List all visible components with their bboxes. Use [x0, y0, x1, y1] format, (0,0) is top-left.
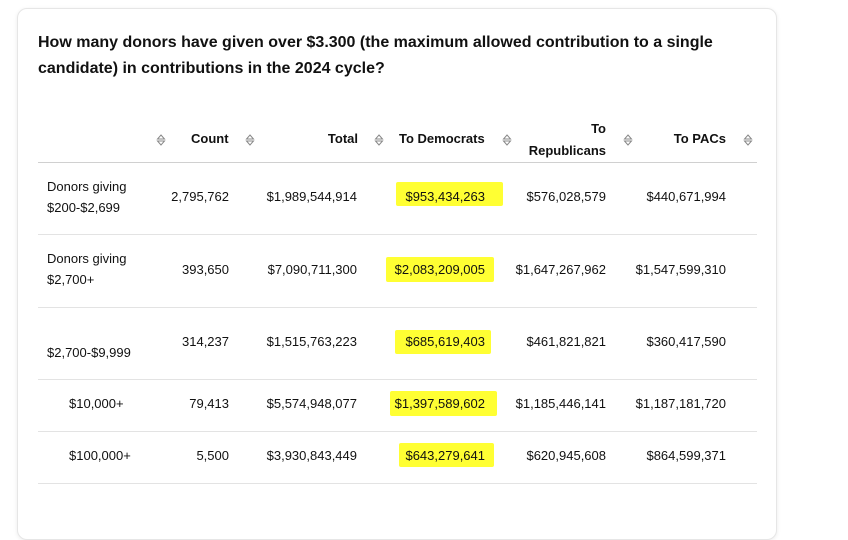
row-divider [38, 307, 757, 308]
column-header-republicans-line1[interactable]: To [591, 121, 606, 136]
cell-count: 79,413 [189, 396, 229, 411]
cell-total: $3,930,843,449 [266, 448, 357, 463]
header-divider [38, 162, 757, 163]
sort-icon-total[interactable] [374, 134, 384, 146]
cell-democrats: $953,434,263 [405, 189, 485, 204]
highlight-mark [390, 391, 497, 416]
row-label-line2: $2,700+ [47, 272, 95, 287]
highlight-mark [399, 443, 494, 467]
highlight-mark [396, 182, 503, 206]
column-header-count[interactable]: Count [191, 131, 229, 146]
cell-total: $1,515,763,223 [266, 334, 357, 349]
column-header-democrats[interactable]: To Democrats [399, 131, 485, 146]
cell-republicans: $620,945,608 [526, 448, 606, 463]
cell-democrats: $2,083,209,005 [394, 262, 485, 277]
row-label-line2: $10,000+ [69, 396, 124, 411]
cell-republicans: $1,647,267,962 [515, 262, 606, 277]
row-label-line2: $2,700-$9,999 [47, 345, 131, 360]
row-label-line2: $200-$2,699 [47, 200, 121, 215]
cell-pacs: $1,187,181,720 [635, 396, 726, 411]
cell-total: $7,090,711,300 [267, 262, 357, 277]
highlight-mark [395, 330, 491, 354]
cell-total: $1,989,544,914 [266, 189, 357, 204]
sort-icon-pacs[interactable] [743, 134, 753, 146]
sort-icon-label-column[interactable] [156, 134, 166, 146]
sort-icon-republicans[interactable] [623, 134, 633, 146]
cell-pacs: $440,671,994 [646, 189, 726, 204]
question-heading: How many donors have given over $3.300 (… [38, 34, 713, 77]
column-header-republicans-line2[interactable]: Republicans [528, 143, 606, 158]
cell-count: 5,500 [196, 448, 229, 463]
cell-democrats: $1,397,589,602 [394, 396, 485, 411]
cell-pacs: $1,547,599,310 [635, 262, 726, 277]
sort-icon-democrats[interactable] [502, 134, 512, 146]
column-header-pacs[interactable]: To PACs [673, 131, 726, 146]
cell-republicans: $1,185,446,141 [515, 396, 606, 411]
cell-republicans: $461,821,821 [526, 334, 606, 349]
row-label-line1: Donors giving [47, 179, 127, 194]
cell-democrats: $685,619,403 [405, 334, 485, 349]
cell-pacs: $360,417,590 [646, 334, 726, 349]
highlight-mark [386, 257, 494, 282]
row-divider [38, 483, 757, 484]
cell-republicans: $576,028,579 [526, 189, 606, 204]
cell-count: 2,795,762 [171, 189, 229, 204]
sort-icon-count[interactable] [245, 134, 255, 146]
cell-count: 393,650 [182, 262, 229, 277]
row-divider [38, 379, 757, 380]
row-divider [38, 431, 757, 432]
column-header-total[interactable]: Total [327, 131, 358, 146]
cell-democrats: $643,279,641 [405, 448, 485, 463]
row-divider [38, 234, 757, 235]
row-label-line2: $100,000+ [69, 448, 131, 463]
cell-count: 314,237 [182, 334, 229, 349]
cell-pacs: $864,599,371 [646, 448, 726, 463]
row-label-line1: Donors giving [47, 251, 127, 266]
cell-total: $5,574,948,077 [266, 396, 357, 411]
